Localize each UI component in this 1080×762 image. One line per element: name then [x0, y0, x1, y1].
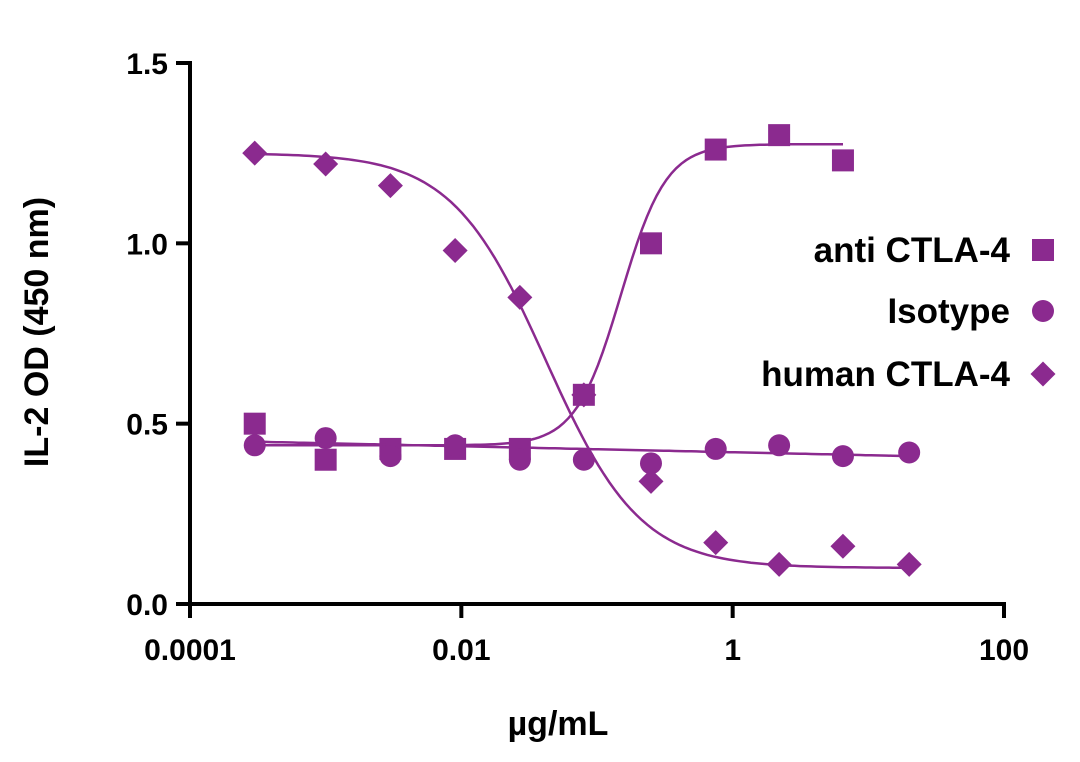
y-tick-label: 1.0	[126, 228, 168, 261]
y-tick-label: 1.5	[126, 48, 168, 81]
data-point-human-ctla-4	[703, 530, 729, 556]
y-tick-label: 0.5	[126, 409, 168, 442]
data-point-isotype	[379, 445, 402, 468]
data-point-anti-ctla-4	[704, 138, 727, 161]
x-tick-label: 100	[979, 634, 1029, 667]
data-point-human-ctla-4	[766, 551, 792, 577]
x-ticks: 0.0001 0.01 1 100	[144, 604, 1029, 667]
data-point-anti-ctla-4	[831, 149, 854, 172]
data-point-isotype	[243, 434, 266, 457]
series-anti-ctla-4	[243, 124, 854, 471]
data-point-human-ctla-4	[507, 284, 533, 310]
data-point-isotype	[768, 434, 791, 457]
legend-label-anti-ctla-4: anti CTLA-4	[814, 231, 1011, 270]
data-point-human-ctla-4	[442, 238, 468, 264]
plot-area	[242, 124, 922, 577]
x-axis-label: µg/mL	[508, 705, 609, 743]
data-point-isotype	[704, 437, 727, 460]
data-point-isotype	[508, 448, 531, 471]
data-point-anti-ctla-4	[639, 232, 662, 255]
axes	[188, 61, 1006, 606]
legend-marker-isotype	[1032, 300, 1054, 322]
data-point-isotype	[572, 448, 595, 471]
legend-label-isotype: Isotype	[887, 292, 1010, 331]
x-tick-label: 1	[724, 634, 741, 667]
data-point-human-ctla-4	[571, 382, 597, 408]
fit-curve-human-ctla-4	[254, 152, 910, 569]
y-ticks: 0.0 0.5 1.0 1.5	[126, 48, 190, 622]
series-isotype	[243, 427, 921, 475]
legend: anti CTLA-4 Isotype human CTLA-4	[761, 231, 1056, 394]
x-tick-label: 0.01	[432, 634, 490, 667]
legend-label-human-ctla-4: human CTLA-4	[761, 355, 1010, 394]
data-point-human-ctla-4	[313, 151, 339, 177]
data-point-human-ctla-4	[896, 551, 922, 577]
data-point-isotype	[314, 427, 337, 450]
data-point-human-ctla-4	[830, 533, 856, 559]
data-point-isotype	[831, 445, 854, 468]
data-point-human-ctla-4	[242, 140, 268, 166]
data-point-isotype	[444, 434, 467, 457]
data-point-human-ctla-4	[377, 173, 403, 199]
legend-marker-anti-ctla-4	[1032, 239, 1054, 261]
data-point-anti-ctla-4	[314, 448, 337, 471]
series-human-ctla-4	[242, 140, 922, 577]
y-axis-label: IL-2 OD (450 nm)	[18, 197, 56, 467]
data-point-human-ctla-4	[638, 468, 664, 494]
data-point-isotype	[898, 441, 921, 464]
data-point-anti-ctla-4	[243, 412, 266, 435]
fit-curve-anti-ctla-4	[254, 142, 843, 447]
data-point-anti-ctla-4	[768, 124, 791, 147]
legend-marker-human-ctla-4	[1030, 361, 1056, 387]
y-tick-label: 0.0	[126, 589, 168, 622]
data-point-isotype	[639, 452, 662, 475]
x-tick-label: 0.0001	[144, 634, 236, 667]
